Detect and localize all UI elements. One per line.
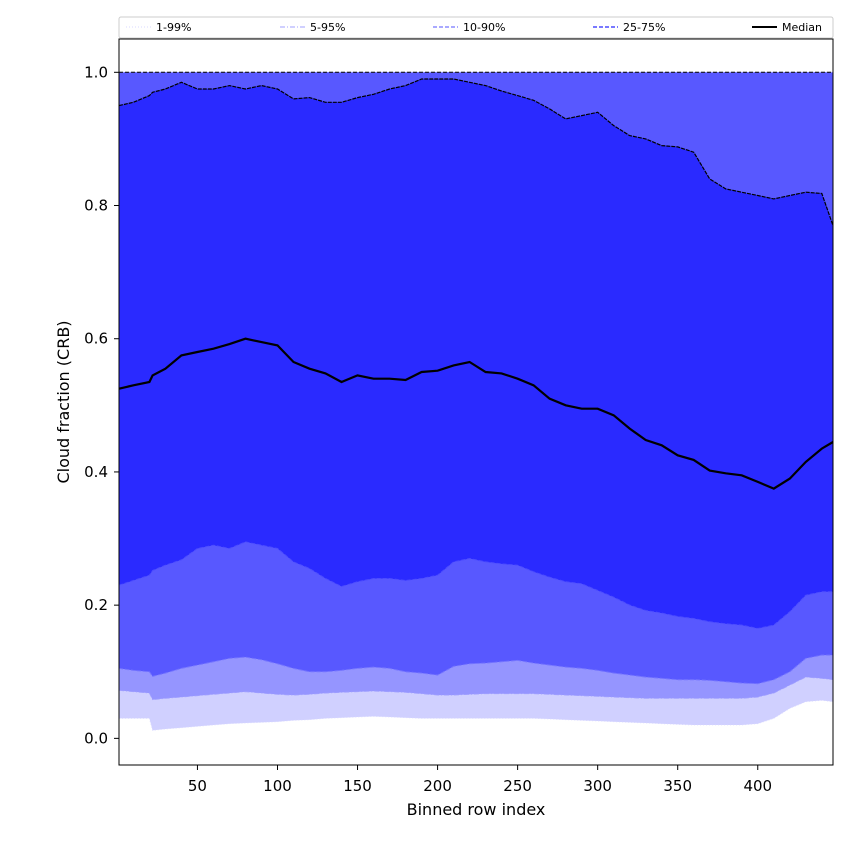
y-tick-label: 1.0 xyxy=(84,63,108,81)
y-tick-label: 0.8 xyxy=(84,197,108,215)
x-axis-label: Binned row index xyxy=(407,800,546,819)
y-tick-label: 0.4 xyxy=(84,463,108,481)
x-axis: 50 100 150 200 250 300 350 400 xyxy=(188,765,772,795)
legend-box xyxy=(118,16,834,39)
percentile-lines xyxy=(118,71,834,731)
p5-line xyxy=(118,676,834,701)
legend: 1-99% 5-95% 10-90% 25-75% Median xyxy=(118,16,834,39)
band-25-75 xyxy=(119,79,833,629)
x-tick-label: 400 xyxy=(743,777,772,795)
p10-line xyxy=(118,654,833,685)
p75-line xyxy=(118,78,834,226)
p25-line xyxy=(118,541,833,630)
x-tick-label: 300 xyxy=(583,777,612,795)
y-tick-label: 0.0 xyxy=(84,729,108,747)
legend-p10_90-label: 10-90% xyxy=(463,21,505,34)
x-tick-label: 50 xyxy=(188,777,207,795)
p1-line xyxy=(119,699,834,731)
x-tick-label: 200 xyxy=(423,777,452,795)
y-tick-label: 0.6 xyxy=(84,330,108,348)
plot-frame xyxy=(118,38,834,766)
percentile-bands xyxy=(119,72,833,731)
legend-p5_95-label: 5-95% xyxy=(310,21,345,34)
legend-p1_99-label: 1-99% xyxy=(156,21,191,34)
y-axis: 0.0 0.2 0.4 0.6 0.8 1.0 xyxy=(84,63,119,747)
median-line xyxy=(118,337,834,490)
x-tick-label: 250 xyxy=(503,777,532,795)
y-tick-label: 0.2 xyxy=(84,596,108,614)
legend-p25_75-label: 25-75% xyxy=(623,21,665,34)
x-tick-label: 100 xyxy=(263,777,292,795)
y-axis-label: Cloud fraction (CRB) xyxy=(54,320,73,483)
legend-median-label: Median xyxy=(782,21,822,34)
x-tick-label: 350 xyxy=(663,777,692,795)
x-tick-label: 150 xyxy=(343,777,372,795)
